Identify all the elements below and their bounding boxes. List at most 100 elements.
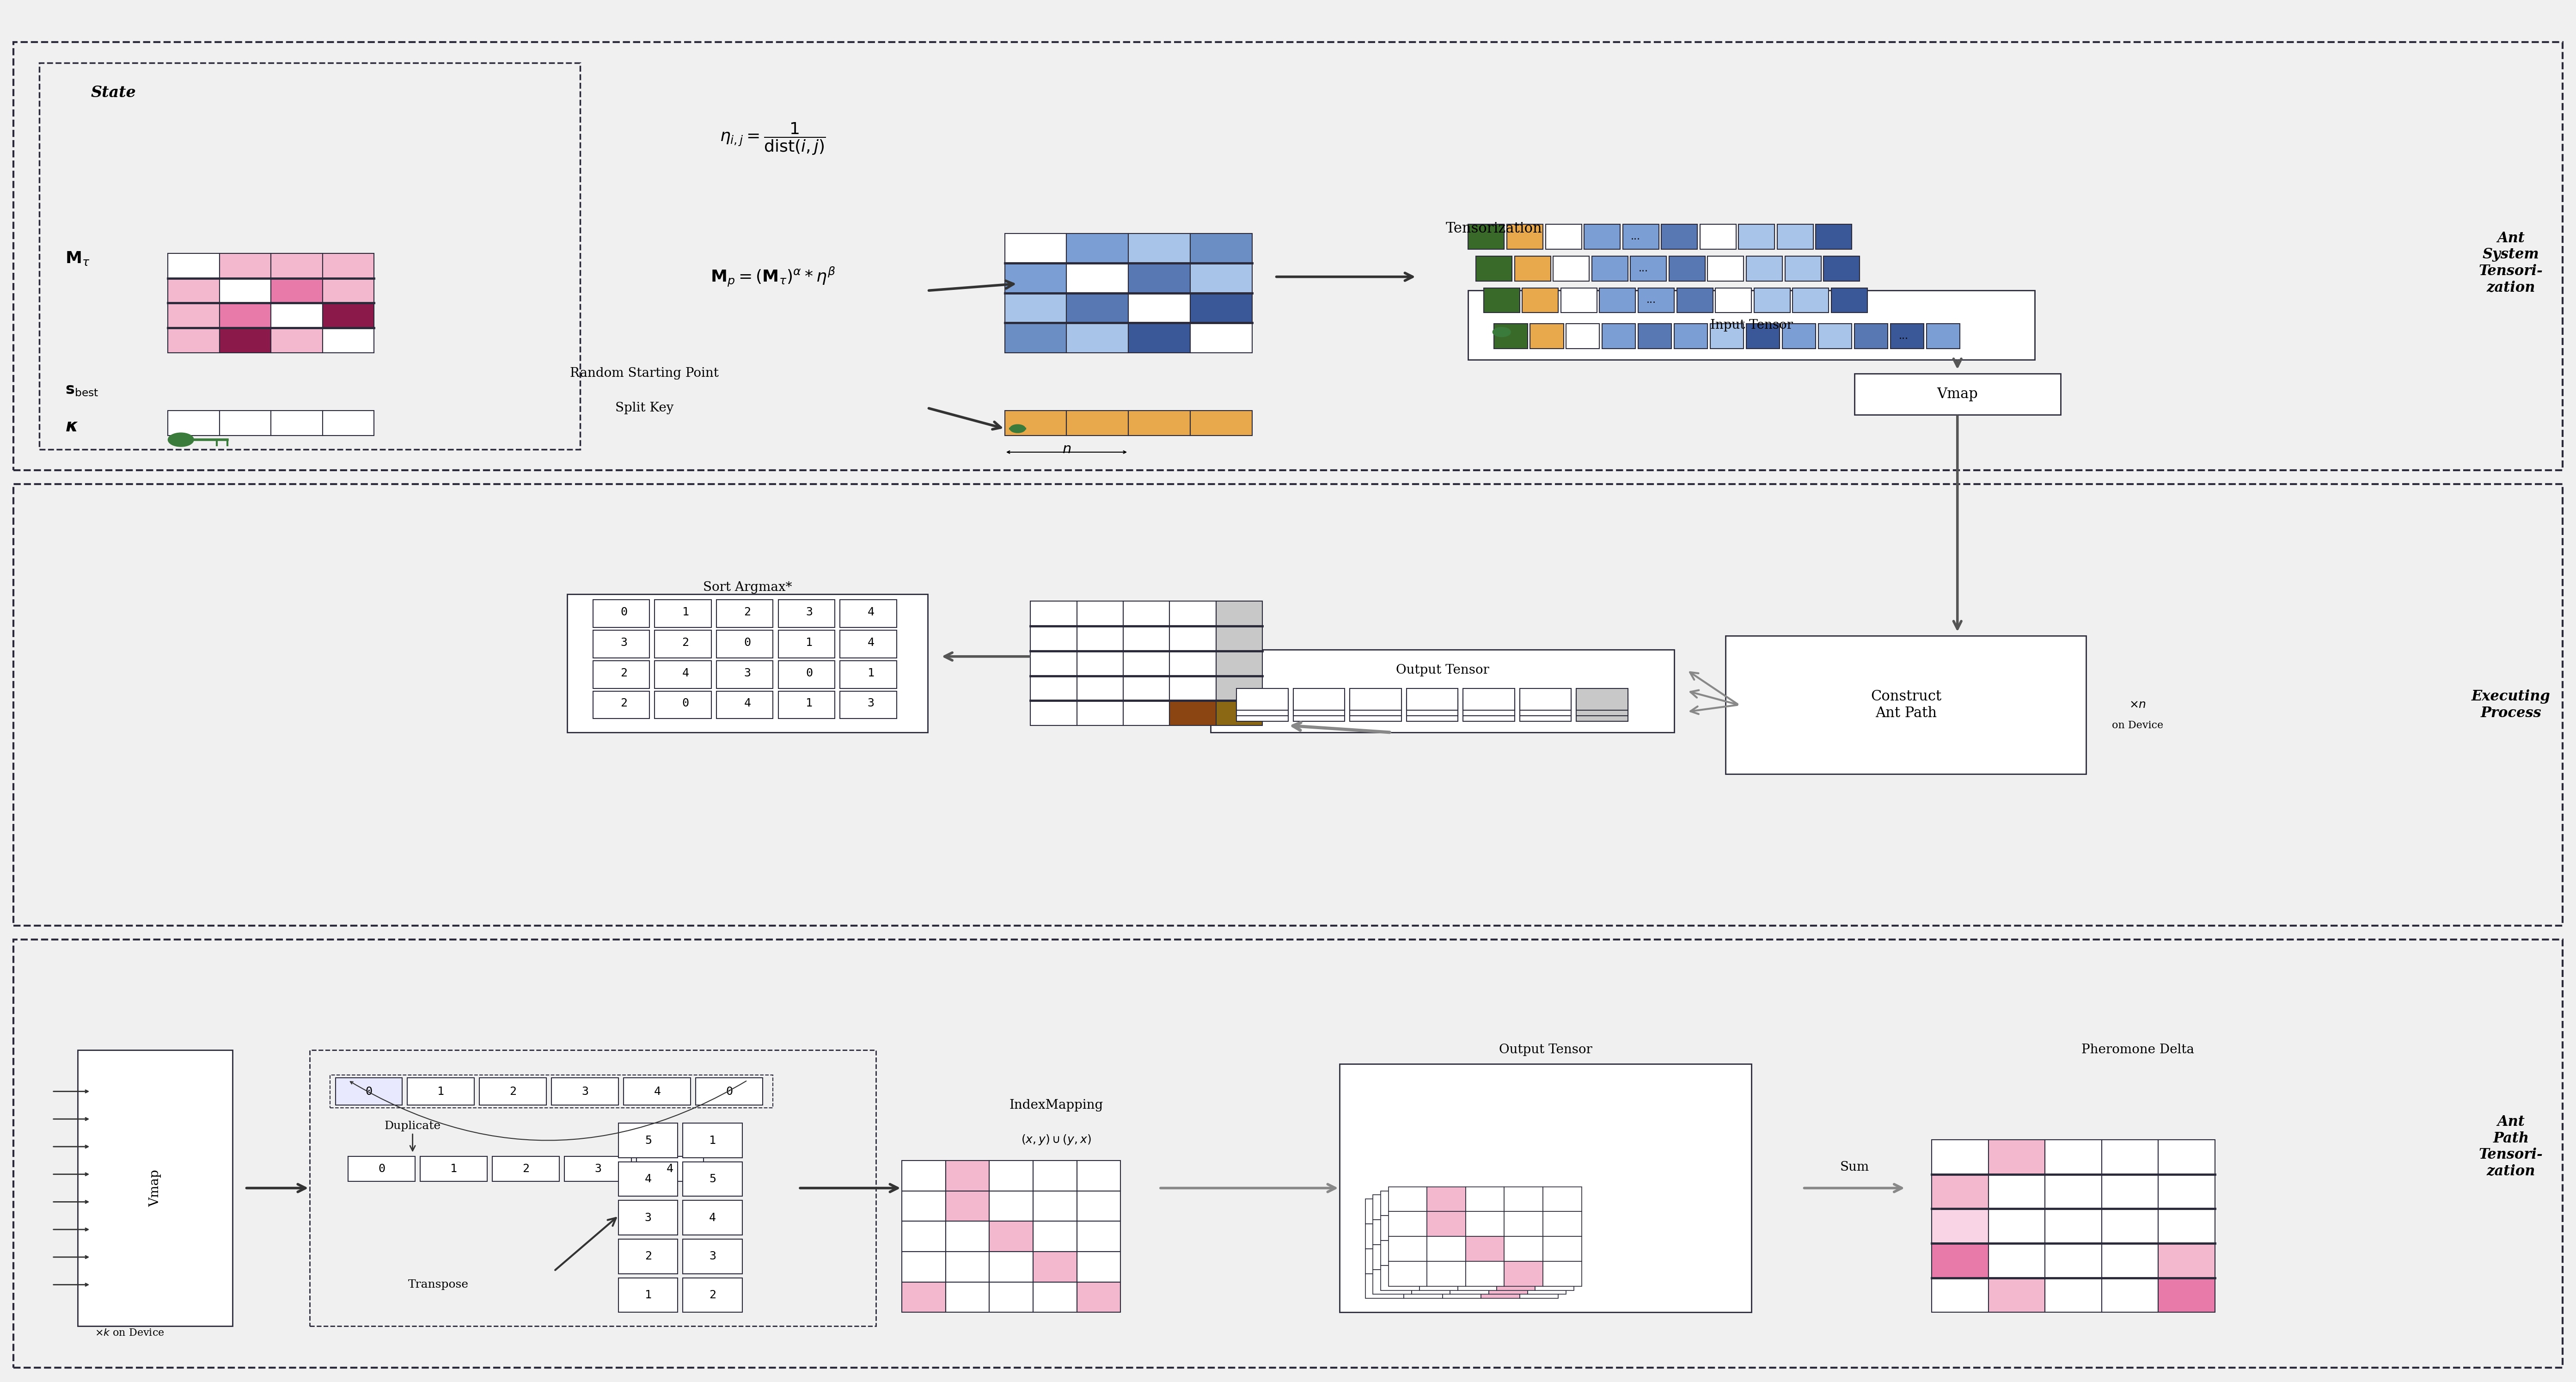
- Bar: [1468, 224, 1504, 249]
- Bar: [167, 328, 219, 352]
- Bar: [1427, 1212, 1466, 1237]
- Bar: [1489, 1220, 1528, 1245]
- Bar: [1236, 688, 1288, 710]
- Bar: [592, 691, 649, 719]
- Bar: [1504, 1212, 1543, 1237]
- Bar: [322, 328, 374, 352]
- Bar: [1412, 1270, 1450, 1295]
- Bar: [2045, 1175, 2102, 1209]
- Bar: [1535, 1266, 1574, 1291]
- FancyBboxPatch shape: [1340, 1064, 1752, 1313]
- Bar: [1592, 256, 1628, 281]
- Text: ...: ...: [1899, 332, 1909, 341]
- Text: 0: 0: [379, 1164, 386, 1175]
- Bar: [1293, 688, 1345, 710]
- Bar: [1927, 323, 1960, 348]
- Bar: [1520, 699, 1571, 721]
- Bar: [1504, 1262, 1543, 1287]
- Bar: [1543, 1262, 1582, 1287]
- Text: Random Starting Point: Random Starting Point: [569, 368, 719, 380]
- Bar: [2102, 1244, 2159, 1278]
- Bar: [945, 1161, 989, 1191]
- Bar: [1077, 1282, 1121, 1313]
- Bar: [1216, 651, 1262, 676]
- Bar: [1293, 694, 1345, 716]
- Bar: [1543, 1237, 1582, 1262]
- Bar: [1577, 699, 1628, 721]
- Bar: [1128, 410, 1190, 435]
- Bar: [1710, 323, 1744, 348]
- Text: $\boldsymbol{\kappa}$: $\boldsymbol{\kappa}$: [64, 417, 77, 435]
- Bar: [1891, 323, 1924, 348]
- Circle shape: [1492, 328, 1510, 337]
- Bar: [1077, 1252, 1121, 1282]
- Bar: [270, 328, 322, 352]
- Text: 3: 3: [806, 607, 811, 618]
- Bar: [696, 1078, 762, 1106]
- Bar: [1528, 1220, 1566, 1245]
- Text: Split Key: Split Key: [616, 402, 672, 415]
- Bar: [270, 253, 322, 278]
- Bar: [1520, 1249, 1558, 1274]
- Bar: [1190, 323, 1252, 352]
- Bar: [1463, 688, 1515, 710]
- Bar: [1577, 694, 1628, 716]
- Bar: [2102, 1209, 2159, 1244]
- Bar: [1747, 256, 1783, 281]
- Bar: [1528, 1195, 1566, 1220]
- Bar: [2045, 1140, 2102, 1175]
- Bar: [945, 1191, 989, 1222]
- Bar: [1450, 1270, 1489, 1295]
- FancyBboxPatch shape: [567, 594, 927, 732]
- Text: Pheromone Delta: Pheromone Delta: [2081, 1043, 2195, 1056]
- Bar: [1123, 626, 1170, 651]
- Text: ...: ...: [1638, 264, 1649, 274]
- Bar: [1638, 323, 1672, 348]
- Bar: [1077, 651, 1123, 676]
- Bar: [654, 661, 711, 688]
- Bar: [902, 1222, 945, 1252]
- Text: 4: 4: [644, 1173, 652, 1184]
- Bar: [564, 1157, 631, 1182]
- Bar: [1489, 1195, 1528, 1220]
- Bar: [219, 303, 270, 328]
- Bar: [1450, 1220, 1489, 1245]
- Bar: [1170, 651, 1216, 676]
- Bar: [1404, 1274, 1443, 1299]
- Bar: [1236, 694, 1288, 716]
- Text: 4: 4: [868, 607, 873, 618]
- Bar: [479, 1078, 546, 1106]
- Bar: [167, 410, 219, 435]
- Bar: [1066, 323, 1128, 352]
- Bar: [1216, 601, 1262, 626]
- Bar: [1365, 1224, 1404, 1249]
- Bar: [2102, 1278, 2159, 1313]
- Bar: [1458, 1241, 1497, 1266]
- Bar: [1989, 1278, 2045, 1313]
- Bar: [1577, 688, 1628, 710]
- Text: Vmap: Vmap: [149, 1169, 162, 1206]
- Bar: [716, 691, 773, 719]
- Text: 3: 3: [644, 1212, 652, 1223]
- Bar: [623, 1078, 690, 1106]
- Text: 2: 2: [708, 1289, 716, 1300]
- Bar: [618, 1278, 677, 1313]
- Text: 3: 3: [582, 1086, 587, 1097]
- Bar: [1123, 701, 1170, 726]
- Text: $\eta_{i,j} = \dfrac{1}{\mathrm{dist}(i,j)}$: $\eta_{i,j} = \dfrac{1}{\mathrm{dist}(i,…: [719, 122, 827, 156]
- Bar: [1466, 1262, 1504, 1287]
- Bar: [1535, 1216, 1574, 1241]
- Text: $\mathbf{s}_\mathrm{best}$: $\mathbf{s}_\mathrm{best}$: [64, 383, 98, 398]
- Text: 5: 5: [708, 1173, 716, 1184]
- Text: 4: 4: [667, 1164, 672, 1175]
- Bar: [1450, 1245, 1489, 1270]
- Bar: [1443, 1274, 1481, 1299]
- Bar: [1406, 688, 1458, 710]
- Text: 5: 5: [644, 1135, 652, 1146]
- Bar: [1832, 287, 1868, 312]
- Text: 4: 4: [744, 698, 750, 709]
- Bar: [1033, 1222, 1077, 1252]
- Bar: [683, 1240, 742, 1274]
- Bar: [1030, 651, 1077, 676]
- Bar: [492, 1157, 559, 1182]
